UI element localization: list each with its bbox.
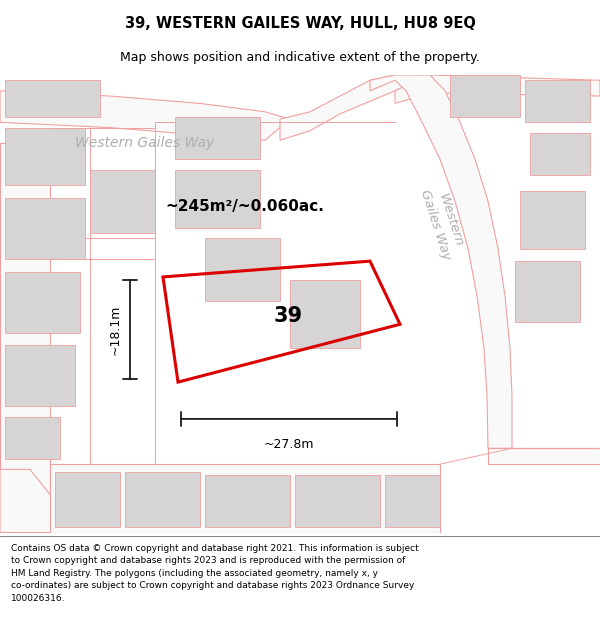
Text: Contains OS data © Crown copyright and database right 2021. This information is : Contains OS data © Crown copyright and d… [11,544,419,602]
Text: ~27.8m: ~27.8m [264,438,314,451]
Polygon shape [5,272,80,332]
Polygon shape [205,474,290,528]
Polygon shape [370,75,512,448]
Polygon shape [90,169,155,232]
Polygon shape [50,464,440,532]
Polygon shape [0,469,80,532]
Polygon shape [0,91,290,140]
Polygon shape [530,133,590,175]
Polygon shape [5,80,100,117]
Polygon shape [488,448,600,464]
Polygon shape [205,238,280,301]
Polygon shape [450,75,520,117]
Polygon shape [295,474,380,528]
Polygon shape [0,143,50,532]
Polygon shape [125,471,200,528]
Polygon shape [5,127,85,186]
Text: Western Gailes Way: Western Gailes Way [75,136,214,151]
Polygon shape [290,280,360,349]
Polygon shape [175,117,260,159]
Polygon shape [280,75,430,140]
Text: Western
Gailes Way: Western Gailes Way [418,183,467,261]
Polygon shape [5,417,60,459]
Polygon shape [520,191,585,249]
Polygon shape [385,474,440,528]
Text: ~18.1m: ~18.1m [109,304,122,355]
Polygon shape [395,75,600,103]
Polygon shape [55,471,120,528]
Polygon shape [5,198,85,259]
Polygon shape [515,261,580,322]
Polygon shape [175,169,260,228]
Text: 39, WESTERN GAILES WAY, HULL, HU8 9EQ: 39, WESTERN GAILES WAY, HULL, HU8 9EQ [125,16,475,31]
Text: Map shows position and indicative extent of the property.: Map shows position and indicative extent… [120,51,480,64]
Polygon shape [525,80,590,122]
Text: 39: 39 [273,306,302,326]
Polygon shape [5,345,75,406]
Text: ~245m²/~0.060ac.: ~245m²/~0.060ac. [166,199,325,214]
